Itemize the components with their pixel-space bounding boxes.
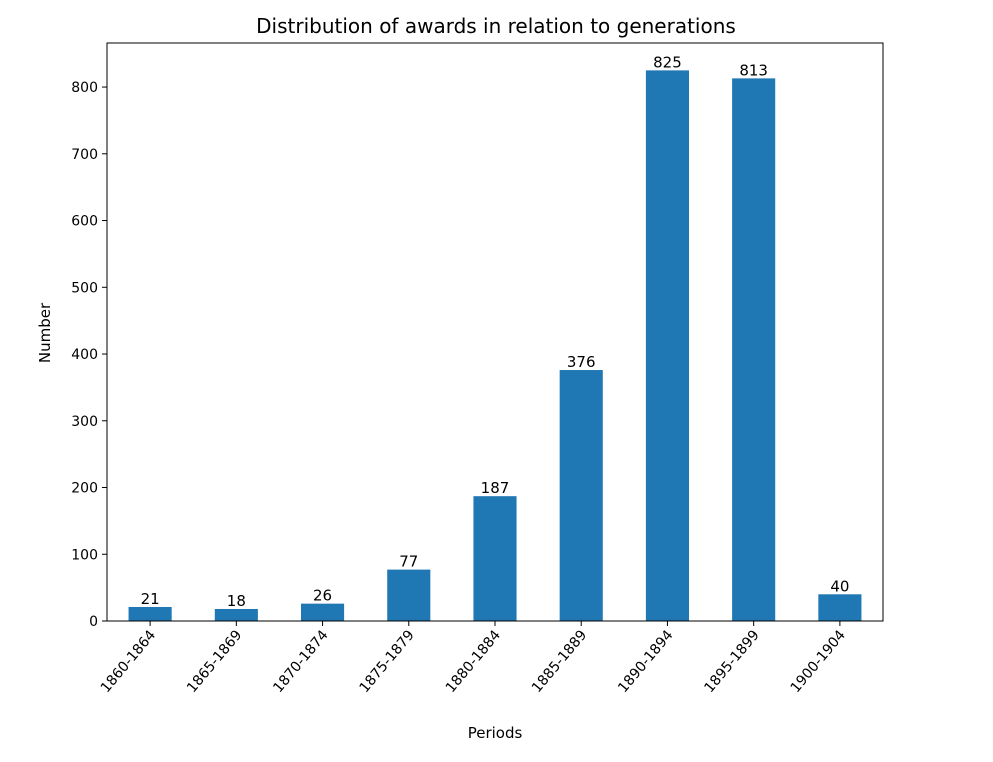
y-tick-label: 700	[71, 147, 98, 163]
x-tick-label: 1900-1904	[788, 627, 849, 696]
x-tick-label: 1865-1869	[184, 627, 245, 696]
bar	[473, 496, 517, 621]
bar-value-label: 376	[567, 353, 596, 371]
y-tick-label: 200	[71, 481, 98, 497]
bar	[645, 70, 689, 622]
y-axis-label: Number	[36, 302, 54, 363]
x-tick-label: 1885-1889	[529, 627, 590, 696]
plot-frame	[106, 42, 884, 622]
bar-value-label: 26	[313, 587, 332, 605]
bar	[301, 603, 345, 621]
x-tick-label: 1890-1894	[615, 627, 676, 696]
x-tick-label: 1870-1874	[270, 627, 331, 696]
bar	[818, 594, 862, 621]
bar-value-label: 18	[227, 592, 246, 610]
x-tick-label: 1880-1884	[443, 627, 504, 696]
y-tick-label: 0	[89, 614, 98, 630]
data-labels: 21 18 26 77 187 376 825 813 40	[141, 53, 850, 610]
bar-value-label: 813	[739, 61, 768, 79]
bar-value-label: 77	[399, 553, 418, 571]
bars	[128, 70, 862, 622]
bar	[559, 370, 603, 621]
y-tick-label: 400	[71, 347, 98, 363]
x-tick-label: 1860-1864	[98, 627, 159, 696]
y-tick-label: 100	[71, 547, 98, 563]
y-axis-ticks: 0 100 200 300 400 500 600 700 800	[71, 80, 107, 630]
bar-value-label: 825	[653, 53, 682, 71]
bar	[128, 606, 172, 621]
x-axis-label: Periods	[468, 724, 523, 742]
y-tick-label: 600	[71, 214, 98, 230]
y-tick-label: 500	[71, 280, 98, 296]
y-tick-label: 300	[71, 414, 98, 430]
bar	[214, 608, 258, 621]
bar-value-label: 40	[830, 577, 849, 595]
chart-title: Distribution of awards in relation to ge…	[256, 14, 736, 38]
x-tick-label: 1895-1899	[701, 627, 762, 696]
bar-value-label: 187	[481, 479, 510, 497]
y-tick-label: 800	[71, 80, 98, 96]
bar	[387, 569, 431, 621]
bar	[732, 78, 776, 621]
x-tick-label: 1875-1879	[357, 627, 418, 696]
bar-value-label: 21	[141, 590, 160, 608]
x-axis-ticks: 1860-1864 1865-1869 1870-1874 1875-1879 1880…	[98, 621, 849, 696]
